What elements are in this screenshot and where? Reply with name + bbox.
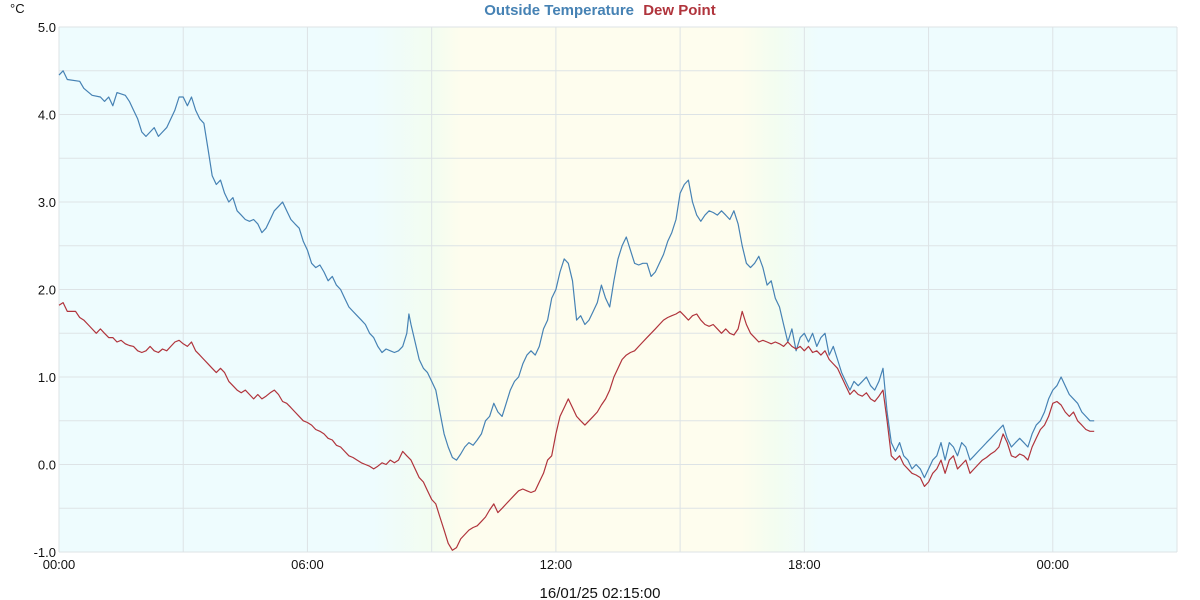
series-layer (58, 70, 1095, 551)
y-axis: 5.0 4.0 3.0 2.0 1.0 0.0 -1.0 (34, 20, 56, 560)
y-tick-label: 5.0 (38, 20, 56, 35)
legend: Outside Temperature Dew Point (484, 2, 715, 19)
series-line-outside-temperature (58, 70, 1095, 479)
footer-timestamp: 16/01/25 02:15:00 (540, 585, 661, 600)
x-tick-label: 12:00 (540, 557, 573, 572)
y-tick-label: 4.0 (38, 108, 56, 123)
legend-entry-dew-point: Dew Point (643, 2, 716, 19)
y-tick-label: 2.0 (38, 283, 56, 298)
y-tick-label: 3.0 (38, 195, 56, 210)
y-tick-label: 1.0 (38, 370, 56, 385)
x-tick-label: 18:00 (788, 557, 821, 572)
y-tick-label: 0.0 (38, 458, 56, 473)
legend-entry-outside-temperature: Outside Temperature (484, 2, 634, 19)
x-tick-label: 00:00 (43, 557, 76, 572)
x-tick-label: 00:00 (1037, 557, 1070, 572)
x-axis: 00:00 06:00 12:00 18:00 00:00 (43, 557, 1069, 572)
y-axis-unit-label: °C (10, 1, 25, 16)
y-tick-label: -1.0 (34, 545, 56, 560)
series-line-dew-point (58, 302, 1095, 551)
x-tick-label: 06:00 (291, 557, 324, 572)
grid (58, 26, 1178, 553)
